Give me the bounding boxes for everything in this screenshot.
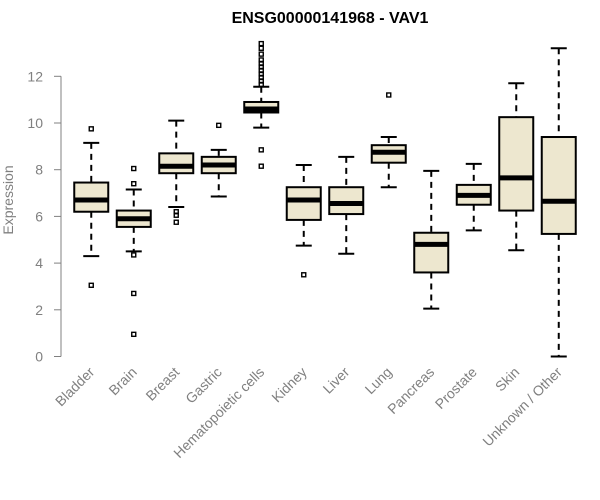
iqr-box	[413, 231, 450, 274]
outlier-point	[258, 163, 264, 169]
y-tick-label: 8	[35, 162, 43, 178]
iqr-box	[498, 116, 535, 212]
box-hematopoietic-cells	[243, 40, 280, 169]
y-tick-label: 10	[27, 115, 43, 131]
chart-title: ENSG00000141968 - VAV1	[232, 10, 429, 27]
outlier-point	[131, 252, 137, 258]
x-category-label: Lung	[362, 364, 395, 397]
outlier-point	[131, 181, 137, 187]
box-liver	[328, 155, 365, 255]
iqr-box	[285, 186, 322, 221]
box-gastric	[200, 122, 237, 198]
x-category-label: Kidney	[268, 364, 310, 406]
box-prostate	[455, 162, 492, 232]
iqr-box	[328, 186, 365, 216]
outlier-point	[258, 57, 264, 63]
outlier-point	[258, 40, 264, 47]
x-category-label: Unknown / Other	[479, 364, 565, 450]
box-pancreas	[413, 169, 450, 310]
outlier-point	[216, 122, 222, 129]
x-category-label: Brain	[105, 364, 139, 398]
outlier-point	[131, 331, 137, 338]
box-brain	[115, 165, 152, 338]
outlier-point	[386, 92, 392, 98]
x-category-label: Bladder	[52, 364, 98, 410]
y-tick-label: 0	[35, 349, 43, 365]
x-category-label: Liver	[320, 364, 353, 397]
box-kidney	[285, 164, 322, 278]
y-axis: 0 2 4 6 8 10 12	[27, 68, 62, 365]
y-tick-label: 2	[35, 302, 43, 318]
y-tick-label: 4	[35, 255, 43, 271]
box-unknown-other	[540, 47, 577, 358]
outlier-point	[301, 272, 307, 278]
x-category-label: Pancreas	[384, 364, 437, 417]
y-tick-label: 12	[27, 68, 43, 84]
outlier-point	[258, 147, 264, 153]
y-axis-title: Expression	[0, 165, 16, 234]
outlier-point	[88, 282, 94, 288]
outlier-point	[131, 165, 137, 172]
box-breast	[158, 119, 195, 225]
iqr-box	[540, 136, 577, 235]
x-category-label: Breast	[142, 364, 182, 404]
y-tick-label: 6	[35, 208, 43, 224]
outlier-point	[258, 51, 264, 57]
box-skin	[498, 82, 535, 252]
x-category-label: Skin	[492, 364, 523, 395]
outlier-point	[88, 126, 94, 132]
x-category-label: Prostate	[432, 364, 480, 412]
outlier-point	[258, 45, 264, 51]
outlier-point	[131, 290, 137, 297]
iqr-box	[73, 181, 110, 213]
box-bladder	[73, 126, 110, 288]
outlier-point	[173, 219, 179, 225]
boxes	[73, 40, 577, 358]
box-lung	[370, 92, 407, 189]
outlier-point	[173, 209, 179, 215]
iqr-box	[158, 152, 195, 175]
